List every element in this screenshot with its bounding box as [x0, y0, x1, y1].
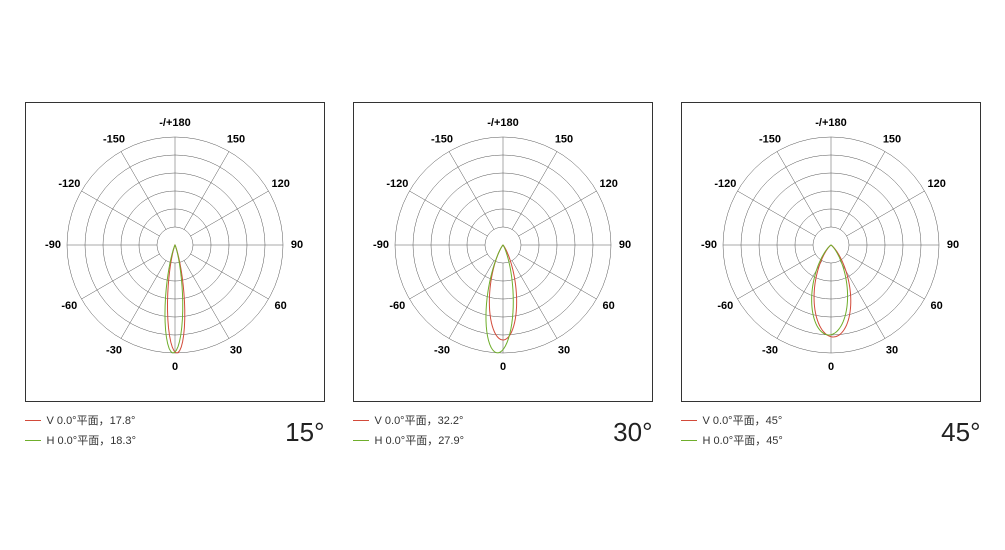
angle-label: 60	[274, 300, 286, 312]
chart-frame: -/+180 -150 150 -120 120 -90 90 -60 60 -30 30 0	[353, 102, 653, 402]
angle-label: -60	[389, 300, 405, 312]
angle-label: 30	[885, 345, 897, 357]
angle-label: -120	[714, 178, 736, 190]
polar-chart-block: -/+180 -150 150 -120 120 -90 90 -60 60 -30 30 0 V 0.…	[681, 102, 981, 448]
angle-label: 120	[599, 178, 617, 190]
legend-text: V 0.0°平面，45°	[703, 412, 783, 428]
angle-label: -90	[45, 239, 61, 251]
polar-chart-block: -/+180 -150 150 -120 120 -90 90 -60 60 -30 30 0 V 0.…	[353, 102, 653, 448]
legend-text: V 0.0°平面，17.8°	[47, 412, 136, 428]
legend-text: V 0.0°平面，32.2°	[375, 412, 464, 428]
legend-swatch	[681, 440, 697, 441]
charts-container: -/+180 -150 150 -120 120 -90 90 -60 60 -30 30 0 V 0.…	[0, 0, 1005, 550]
angle-label: -90	[701, 239, 717, 251]
legend: V 0.0°平面，32.2° H 0.0°平面，27.9°	[353, 412, 465, 448]
legend-swatch	[25, 440, 41, 441]
angle-label: 30	[229, 345, 241, 357]
legend-swatch	[353, 440, 369, 441]
legend: V 0.0°平面，17.8° H 0.0°平面，18.3°	[25, 412, 137, 448]
angle-label: 90	[290, 239, 302, 251]
angle-label: -30	[762, 345, 778, 357]
angle-label: 0	[171, 361, 177, 373]
legend-item: V 0.0°平面，32.2°	[353, 412, 465, 428]
angle-label: -/+180	[159, 117, 191, 129]
angle-label: 90	[946, 239, 958, 251]
angle-label: 150	[226, 133, 244, 145]
angle-label: 60	[930, 300, 942, 312]
chart-angle-title: 45°	[941, 417, 980, 448]
polar-chart-svg: -/+180 -150 150 -120 120 -90 90 -60 60 -30 30 0	[682, 103, 980, 401]
distribution-lobe	[811, 245, 847, 335]
angle-label: -60	[717, 300, 733, 312]
polar-chart-block: -/+180 -150 150 -120 120 -90 90 -60 60 -30 30 0 V 0.…	[25, 102, 325, 448]
chart-frame: -/+180 -150 150 -120 120 -90 90 -60 60 -30 30 0	[681, 102, 981, 402]
angle-label: 0	[499, 361, 505, 373]
chart-angle-title: 30°	[613, 417, 652, 448]
angle-label: 120	[927, 178, 945, 190]
legend-text: H 0.0°平面，18.3°	[47, 432, 137, 448]
angle-label: -120	[386, 178, 408, 190]
angle-label: 150	[882, 133, 900, 145]
legend-swatch	[353, 420, 369, 421]
legend-text: H 0.0°平面，27.9°	[375, 432, 465, 448]
angle-label: -/+180	[487, 117, 519, 129]
angle-label: 30	[557, 345, 569, 357]
angle-label: -30	[434, 345, 450, 357]
chart-footer: V 0.0°平面，45° H 0.0°平面，45° 45°	[681, 412, 981, 448]
polar-chart-svg: -/+180 -150 150 -120 120 -90 90 -60 60 -30 30 0	[354, 103, 652, 401]
chart-angle-title: 15°	[285, 417, 324, 448]
angle-label: -120	[58, 178, 80, 190]
chart-footer: V 0.0°平面，32.2° H 0.0°平面，27.9° 30°	[353, 412, 653, 448]
legend-item: H 0.0°平面，18.3°	[25, 432, 137, 448]
chart-footer: V 0.0°平面，17.8° H 0.0°平面，18.3° 15°	[25, 412, 325, 448]
legend-swatch	[681, 420, 697, 421]
legend-item: V 0.0°平面，45°	[681, 412, 783, 428]
legend-item: H 0.0°平面，45°	[681, 432, 783, 448]
polar-chart-svg: -/+180 -150 150 -120 120 -90 90 -60 60 -30 30 0	[26, 103, 324, 401]
angle-label: 150	[554, 133, 572, 145]
angle-label: 60	[602, 300, 614, 312]
angle-label: -150	[758, 133, 780, 145]
angle-label: 0	[827, 361, 833, 373]
angle-label: -150	[102, 133, 124, 145]
legend-text: H 0.0°平面，45°	[703, 432, 783, 448]
angle-label: -/+180	[815, 117, 847, 129]
angle-label: -30	[106, 345, 122, 357]
angle-label: -60	[61, 300, 77, 312]
legend: V 0.0°平面，45° H 0.0°平面，45°	[681, 412, 783, 448]
angle-label: -150	[430, 133, 452, 145]
angle-label: -90	[373, 239, 389, 251]
legend-item: H 0.0°平面，27.9°	[353, 432, 465, 448]
chart-frame: -/+180 -150 150 -120 120 -90 90 -60 60 -30 30 0	[25, 102, 325, 402]
legend-swatch	[25, 420, 41, 421]
legend-item: V 0.0°平面，17.8°	[25, 412, 137, 428]
angle-label: 120	[271, 178, 289, 190]
angle-label: 90	[618, 239, 630, 251]
